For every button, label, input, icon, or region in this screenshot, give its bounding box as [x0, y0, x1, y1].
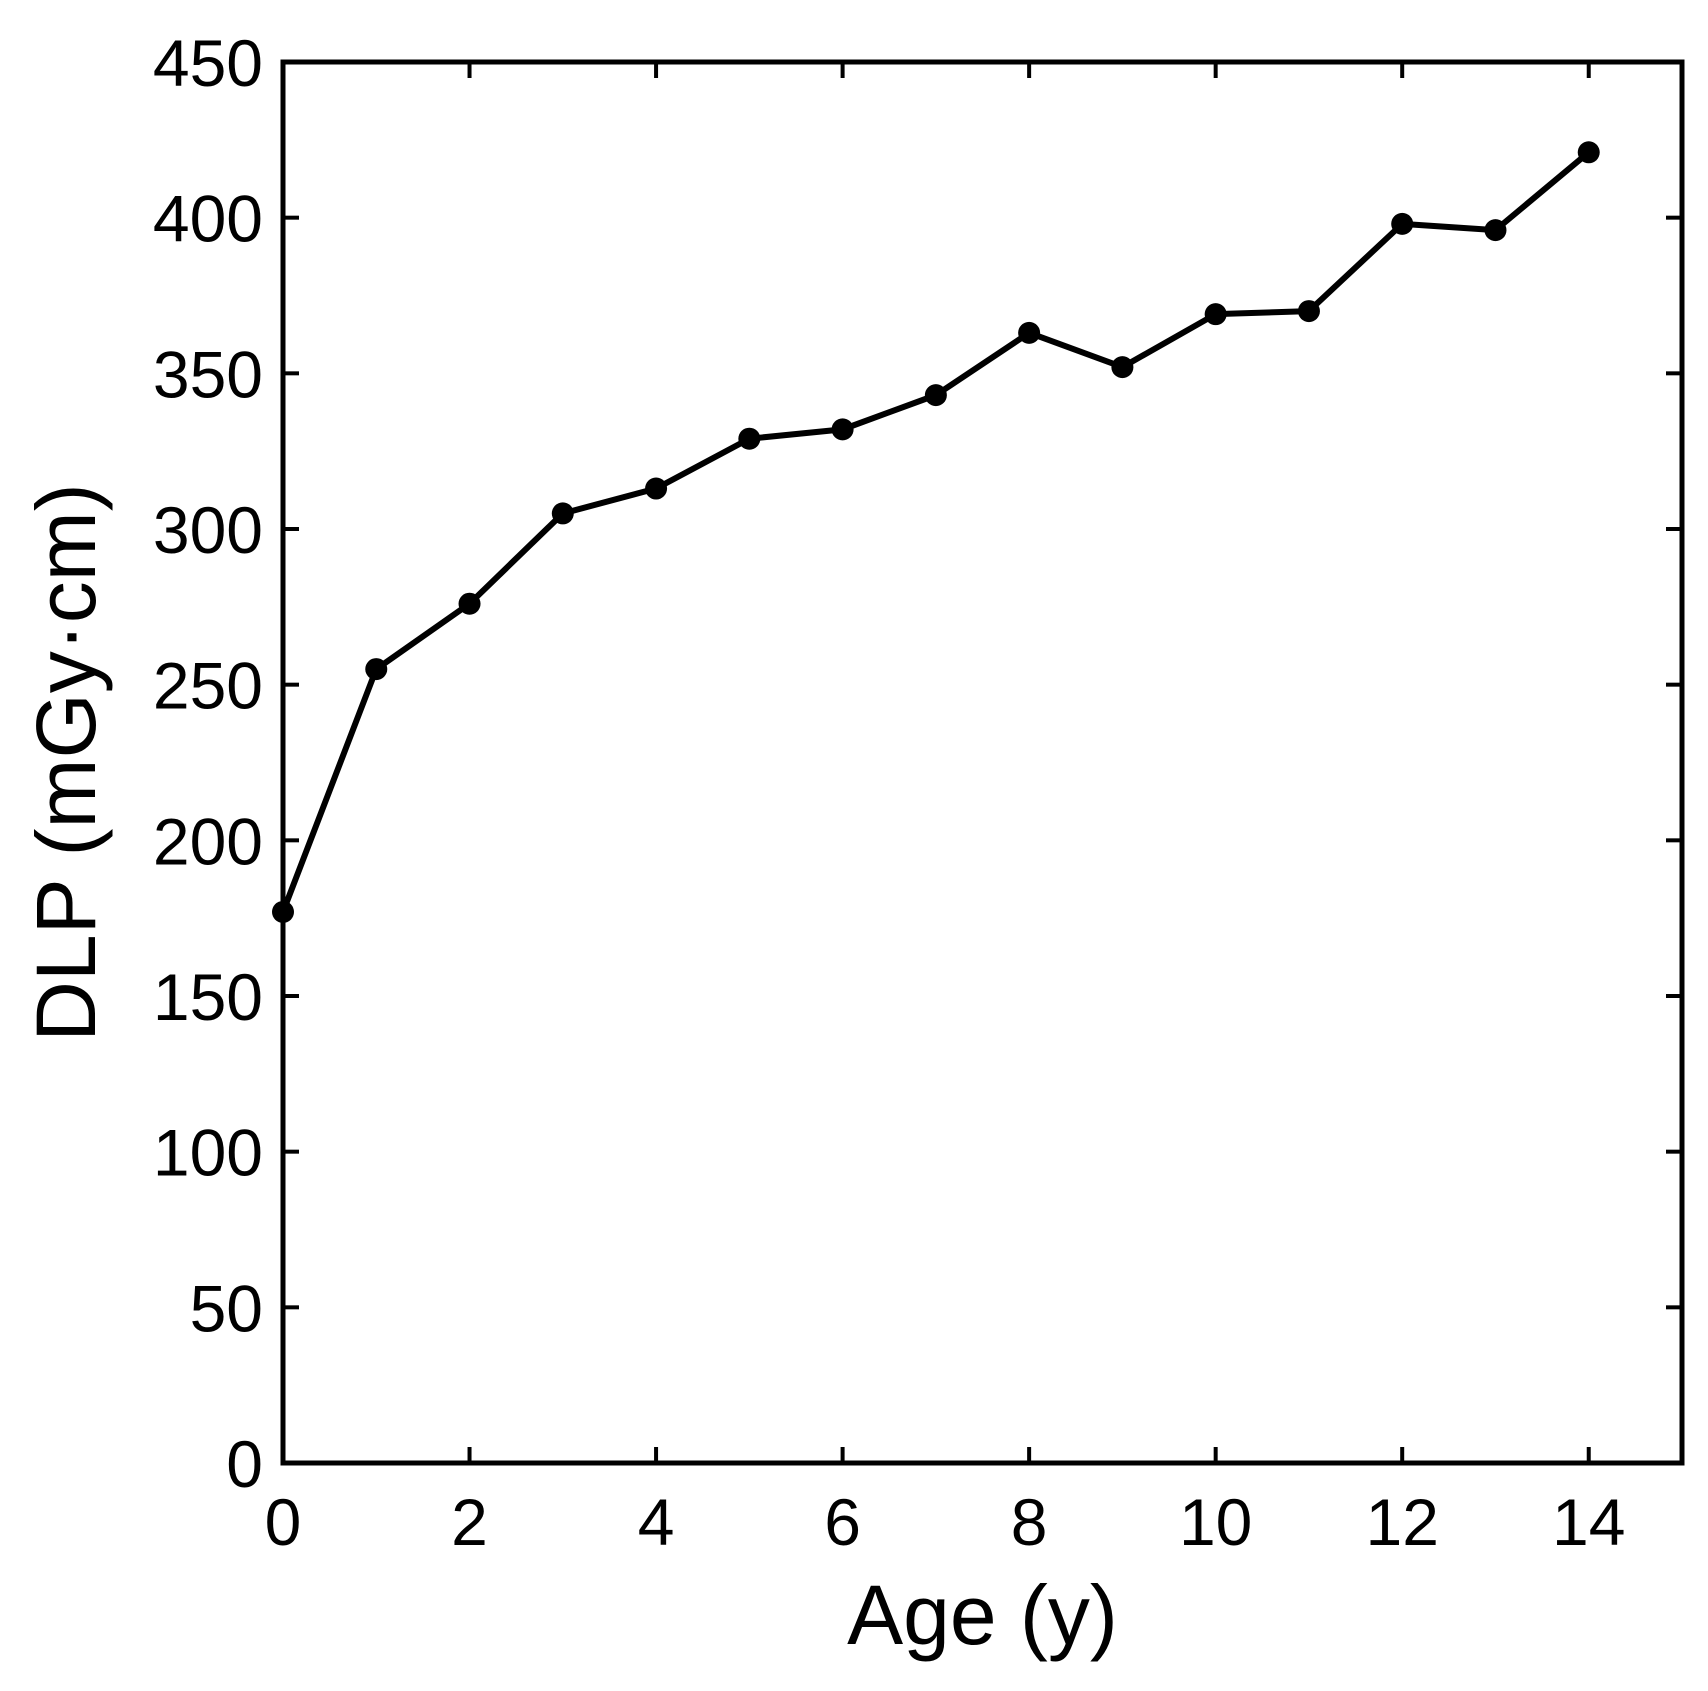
y-tick-label: 50 [190, 1271, 263, 1345]
tick-labels: 0 2 4 6 8 10 12 14 0 50 100 150 200 250 300 350 400 450 [153, 26, 1626, 1559]
x-tick-label: 10 [1179, 1485, 1252, 1559]
data-point [1577, 141, 1600, 164]
data-point [1204, 303, 1227, 326]
data-point [1484, 219, 1507, 242]
axis-ticks [281, 60, 1682, 1465]
y-tick-label: 0 [226, 1427, 263, 1501]
data-point [458, 592, 481, 615]
data-point [1111, 356, 1134, 379]
x-axis-title: Age (y) [847, 1568, 1118, 1662]
data-point [1391, 212, 1414, 235]
x-tick-label: 14 [1552, 1485, 1625, 1559]
y-tick-label: 100 [153, 1116, 263, 1190]
y-tick-label: 150 [153, 960, 263, 1034]
x-tick-label: 6 [824, 1485, 861, 1559]
data-point [551, 502, 574, 525]
y-tick-label: 350 [153, 337, 263, 411]
data-point [1297, 300, 1320, 323]
y-tick-label: 250 [153, 649, 263, 723]
y-tick-label: 450 [153, 26, 263, 100]
data-point [738, 427, 761, 450]
y-tick-label: 200 [153, 804, 263, 878]
data-point [1018, 321, 1041, 344]
series-line [280, 149, 1591, 914]
x-tick-label: 12 [1365, 1485, 1438, 1559]
x-tick-label: 2 [451, 1485, 488, 1559]
data-point [831, 418, 854, 441]
x-tick-label: 8 [1011, 1485, 1048, 1559]
series-layer [272, 141, 1600, 923]
y-tick-label: 400 [153, 182, 263, 256]
data-point [365, 658, 388, 681]
plot-frame [280, 59, 1685, 1466]
data-point [924, 384, 947, 407]
x-tick-label: 0 [265, 1485, 302, 1559]
x-tick-label: 4 [638, 1485, 675, 1559]
y-tick-label: 300 [153, 493, 263, 567]
y-axis-title: DLP (mGy·cm) [19, 483, 113, 1041]
data-point [645, 477, 668, 500]
